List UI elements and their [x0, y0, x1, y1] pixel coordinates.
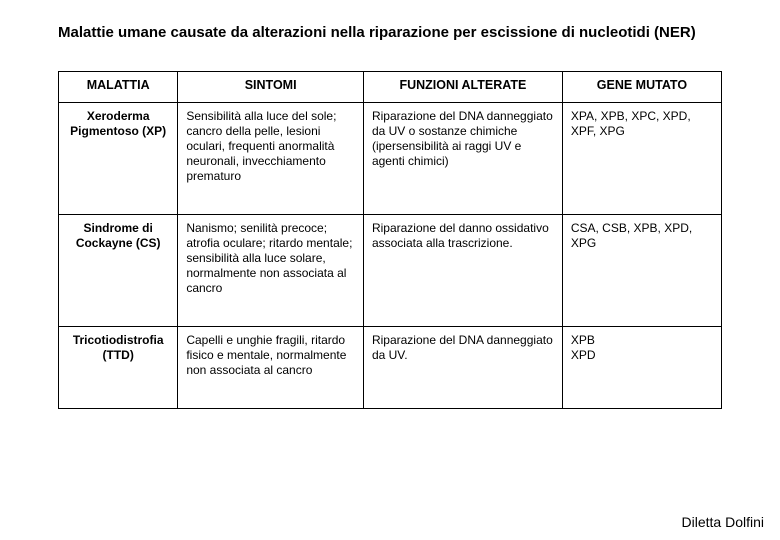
cell-malattia: Tricotiodistrofia (TTD) [59, 326, 178, 408]
page-title: Malattie umane causate da alterazioni ne… [0, 0, 780, 41]
table-header-row: MALATTIA SINTOMI FUNZIONI ALTERATE GENE … [59, 72, 722, 103]
table-container: MALATTIA SINTOMI FUNZIONI ALTERATE GENE … [0, 41, 780, 409]
cell-sintomi: Capelli e unghie fragili, ritardo fisico… [178, 326, 364, 408]
ner-diseases-table: MALATTIA SINTOMI FUNZIONI ALTERATE GENE … [58, 71, 722, 409]
col-header-funzioni: FUNZIONI ALTERATE [363, 72, 562, 103]
cell-gene: CSA, CSB, XPB, XPD, XPG [562, 214, 721, 326]
cell-funzioni: Riparazione del danno ossidativo associa… [363, 214, 562, 326]
cell-malattia: Sindrome di Cockayne (CS) [59, 214, 178, 326]
col-header-malattia: MALATTIA [59, 72, 178, 103]
cell-gene: XPA, XPB, XPC, XPD, XPF, XPG [562, 102, 721, 214]
footer-author: Diletta Dolfini [682, 514, 764, 530]
cell-sintomi: Sensibilità alla luce del sole; cancro d… [178, 102, 364, 214]
cell-funzioni: Riparazione del DNA danneggiato da UV. [363, 326, 562, 408]
col-header-gene: GENE MUTATO [562, 72, 721, 103]
cell-funzioni: Riparazione del DNA danneggiato da UV o … [363, 102, 562, 214]
cell-sintomi: Nanismo; senilità precoce; atrofia ocula… [178, 214, 364, 326]
cell-gene: XPBXPD [562, 326, 721, 408]
table-row: Xeroderma Pigmentoso (XP) Sensibilità al… [59, 102, 722, 214]
table-row: Tricotiodistrofia (TTD) Capelli e unghie… [59, 326, 722, 408]
cell-malattia: Xeroderma Pigmentoso (XP) [59, 102, 178, 214]
col-header-sintomi: SINTOMI [178, 72, 364, 103]
table-row: Sindrome di Cockayne (CS) Nanismo; senil… [59, 214, 722, 326]
